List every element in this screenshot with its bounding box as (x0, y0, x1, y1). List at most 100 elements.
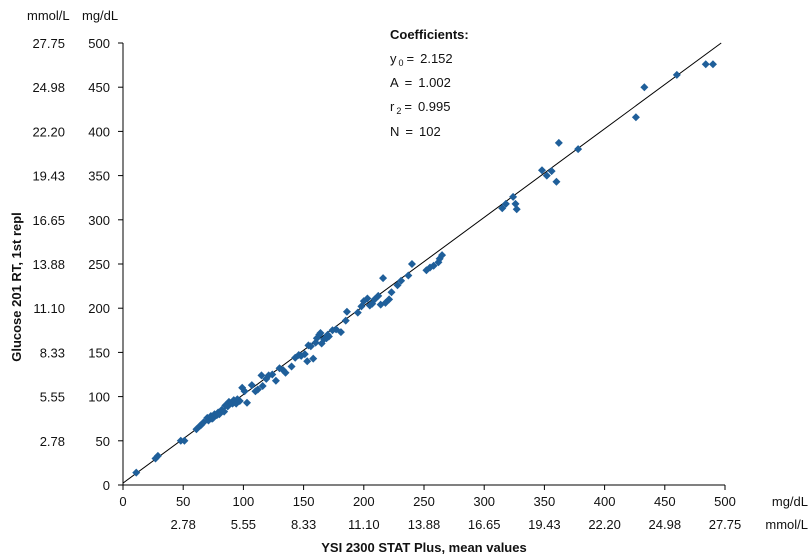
data-point (542, 171, 551, 180)
y-tick-label: 500 (88, 36, 110, 51)
data-point (501, 199, 510, 208)
data-point (268, 370, 277, 379)
x-tick-label-mmol: 16.65 (468, 517, 501, 532)
data-point (258, 381, 267, 390)
data-point (708, 60, 717, 69)
x-tick-label-mmol: 5.55 (231, 517, 256, 532)
x-tick-label: 450 (654, 494, 676, 509)
x-tick-label-mmol: 19.43 (528, 517, 561, 532)
data-point (438, 251, 447, 260)
x-tick-label: 100 (233, 494, 255, 509)
y-tick-labels: 0 50 100 150 200 250 300 350 400 450 500 2.78 5.55 8.… (32, 36, 123, 493)
coefficient-row: A = 1.002 (390, 75, 451, 90)
data-point (640, 83, 649, 92)
x-tick-label-mmol: 8.33 (291, 517, 316, 532)
data-point (512, 205, 521, 214)
data-point (379, 274, 388, 283)
x-tick-label: 300 (473, 494, 495, 509)
data-point (240, 387, 249, 396)
x-unit-secondary: mmol/L (765, 517, 808, 532)
y-tick-label: 50 (96, 434, 110, 449)
data-point (385, 295, 394, 304)
x-tick-label: 400 (594, 494, 616, 509)
x-tick-label: 200 (353, 494, 375, 509)
y-tick-label: 0 (103, 478, 110, 493)
y-tick-label-mmol: 27.75 (32, 36, 65, 51)
x-tick-label-mmol: 22.20 (588, 517, 621, 532)
data-point (303, 357, 312, 366)
y-tick-label-mmol: 5.55 (40, 390, 65, 405)
y-tick-label: 200 (88, 301, 110, 316)
data-point (306, 342, 315, 351)
x-tick-label-mmol: 13.88 (408, 517, 441, 532)
data-point (247, 381, 256, 390)
data-point (342, 307, 351, 316)
x-tick-labels: 0 50 100 150 200 250 300 350 400 450 500 2.78 5.55 8.… (119, 485, 741, 532)
y-tick-label-mmol: 2.78 (40, 434, 65, 449)
y-tick-label: 450 (88, 80, 110, 95)
x-tick-label: 0 (119, 494, 126, 509)
data-point (316, 328, 325, 337)
coefficients-title: Coefficients: (390, 27, 469, 42)
x-tick-label: 50 (176, 494, 190, 509)
data-point (574, 145, 583, 154)
x-unit-primary: mg/dL (772, 494, 808, 509)
y-tick-label-mmol: 22.20 (32, 124, 65, 139)
y-tick-label-mmol: 19.43 (32, 169, 65, 184)
data-point (387, 288, 396, 297)
data-point (429, 261, 438, 270)
data-point (180, 436, 189, 445)
x-tick-label: 500 (714, 494, 736, 509)
x-axis-title: YSI 2300 STAT Plus, mean values (321, 540, 526, 555)
data-point (132, 468, 141, 477)
data-point (341, 316, 350, 325)
y-tick-label: 350 (88, 169, 110, 184)
data-point (511, 199, 520, 208)
data-point (287, 362, 296, 371)
y-unit-secondary: mmol/L (27, 8, 70, 23)
coefficient-row: y 0 = 2.152 (390, 51, 453, 68)
data-point (393, 281, 402, 290)
data-point (554, 138, 563, 147)
y-tick-label-mmol: 11.10 (33, 301, 65, 316)
coefficient-row: r 2 = 0.995 (390, 99, 451, 116)
x-tick-label-mmol: 2.78 (171, 517, 196, 532)
data-point (271, 376, 280, 385)
y-tick-label-mmol: 24.98 (32, 80, 65, 95)
y-tick-label-mmol: 13.88 (32, 257, 65, 272)
coefficient-row: N = 102 (390, 124, 441, 139)
data-point (324, 332, 333, 341)
x-tick-label-mmol: 27.75 (709, 517, 742, 532)
data-point (253, 385, 262, 394)
x-tick-label: 150 (293, 494, 315, 509)
data-point (353, 308, 362, 317)
x-tick-label: 250 (413, 494, 435, 509)
y-tick-label: 400 (88, 124, 110, 139)
data-point (220, 407, 229, 416)
data-point (235, 397, 244, 406)
y-tick-label-mmol: 16.65 (32, 213, 65, 228)
data-point (363, 294, 372, 303)
data-point (336, 328, 345, 337)
data-point (300, 350, 309, 359)
data-point (397, 276, 406, 285)
data-point (374, 291, 383, 300)
y-unit-primary: mg/dL (82, 8, 118, 23)
data-point (257, 371, 266, 380)
y-axis-title: Glucose 201 RT, 1st repl (9, 212, 24, 362)
data-points (132, 60, 717, 477)
data-point (404, 271, 413, 280)
data-point (509, 192, 518, 201)
data-point (631, 113, 640, 122)
y-tick-label: 300 (88, 213, 110, 228)
x-tick-label: 350 (534, 494, 556, 509)
data-point (281, 368, 290, 377)
data-point (498, 204, 507, 213)
data-point (547, 167, 556, 176)
y-tick-label: 150 (88, 345, 110, 360)
data-point (552, 177, 561, 186)
data-point (701, 60, 710, 69)
data-point (309, 354, 318, 363)
y-tick-label: 250 (88, 257, 110, 272)
